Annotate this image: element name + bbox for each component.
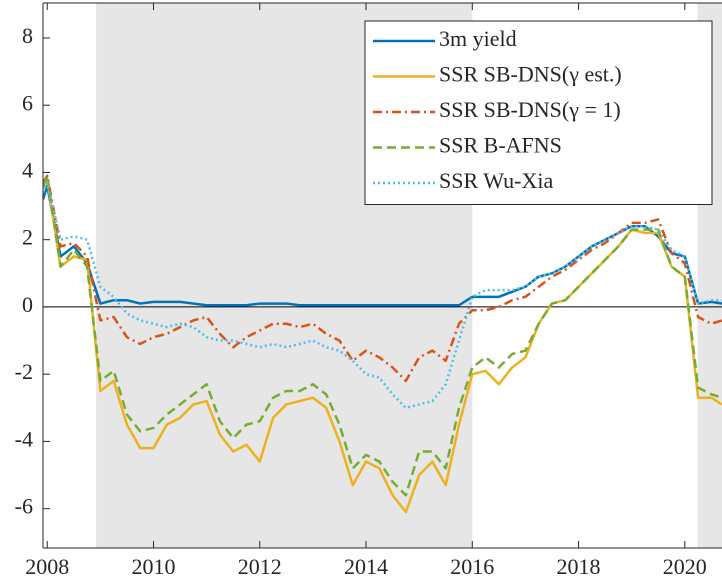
x-tick-label: 2010 (132, 554, 176, 579)
y-tick-label: -4 (15, 426, 33, 451)
legend-label: SSR B-AFNS (439, 133, 562, 158)
axes: -6 -4 -2 0 2 4 6 8 2008 2010 2012 2014 2016 2018 2020 (15, 2, 722, 579)
x-tick-label: 2016 (450, 554, 494, 579)
x-tick-label: 2014 (344, 554, 388, 579)
series-line (43, 181, 722, 410)
y-tick-label: -6 (15, 494, 33, 519)
x-tick-label: 2018 (557, 554, 601, 579)
legend-label: SSR SB-DNS(γ = 1) (439, 97, 621, 122)
y-tick-label: 8 (22, 23, 33, 48)
plot-area (43, 174, 722, 514)
legend-box (364, 20, 713, 205)
y-tick-label: 4 (22, 157, 33, 182)
y-tick-label: 6 (22, 90, 33, 115)
y-tick-label: 2 (22, 225, 33, 250)
series-line (43, 177, 722, 514)
legend-label: SSR Wu-Xia (439, 168, 553, 193)
x-tick-label: 2008 (25, 554, 69, 579)
series-line (43, 174, 722, 497)
y-tick-label: -2 (15, 359, 33, 384)
legend-label: SSR SB-DNS(γ est.) (439, 62, 622, 87)
x-tick-label: 2012 (238, 554, 282, 579)
legend: 3m yield SSR SB-DNS(γ est.) SSR SB-DNS(γ =… (364, 20, 713, 205)
x-tick-label: 2020 (663, 554, 707, 579)
series-line (43, 174, 722, 383)
legend-label: 3m yield (439, 26, 517, 51)
y-tick-label: 0 (22, 292, 33, 317)
